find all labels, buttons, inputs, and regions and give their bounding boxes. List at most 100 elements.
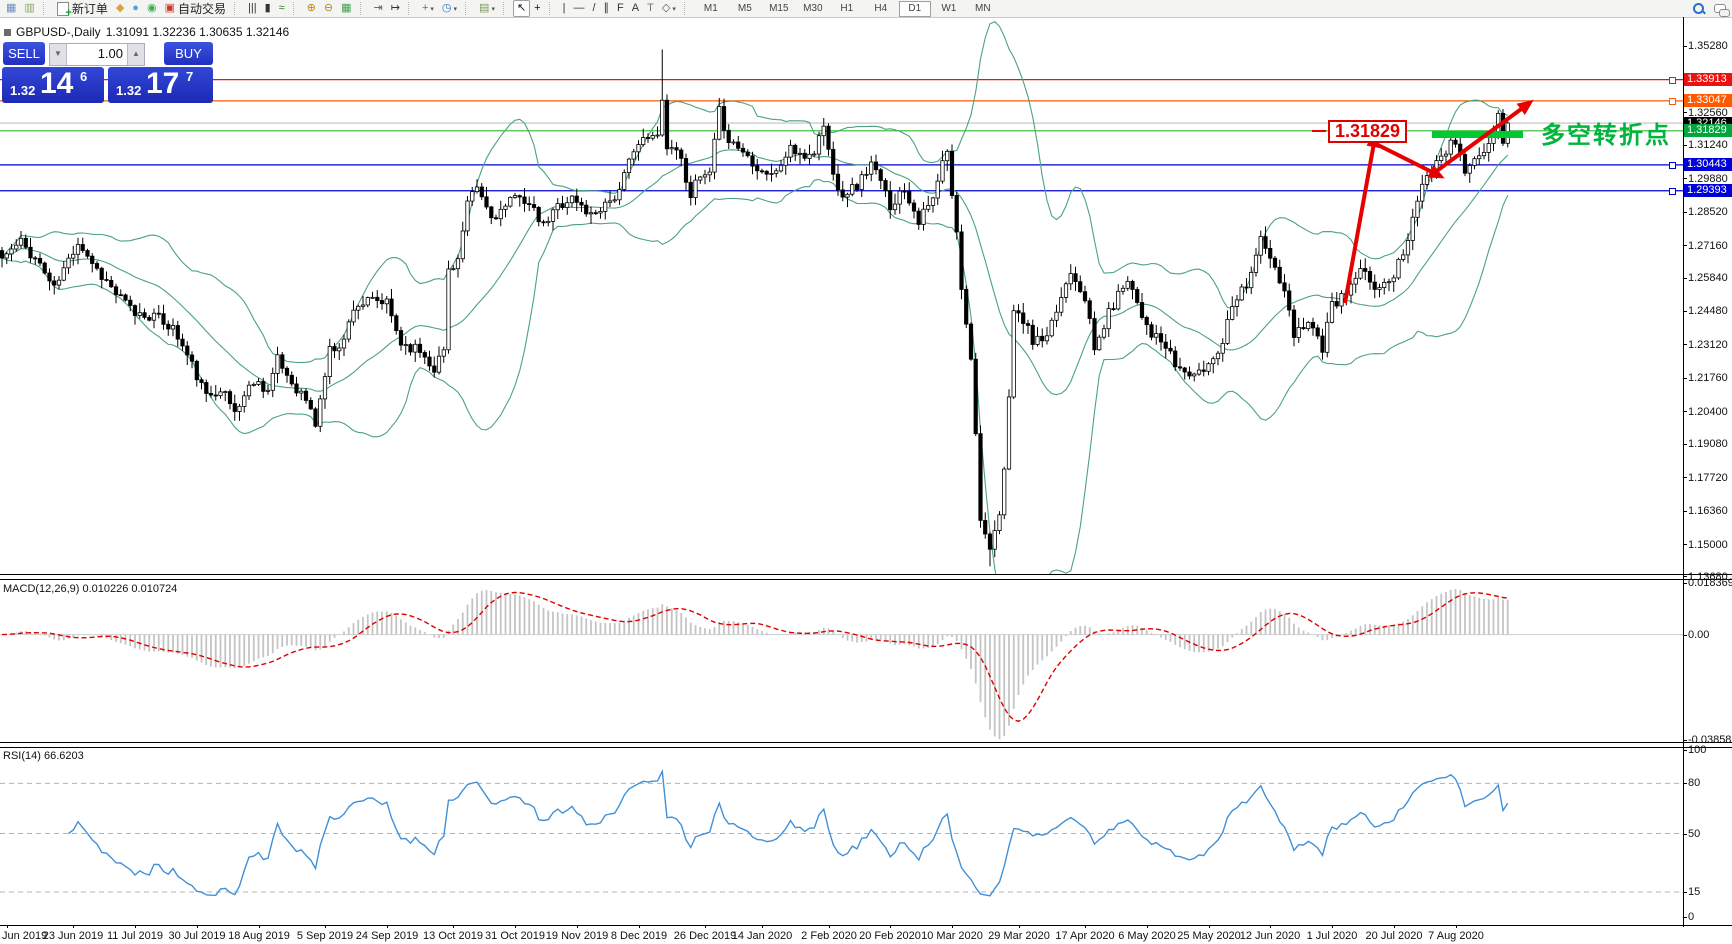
timeframe-M15[interactable]: M15 (769, 2, 789, 14)
volume-input[interactable]: 1.00 (66, 44, 128, 65)
date-axis-label[interactable]: 1 Jul 2020 (1306, 930, 1358, 942)
volume-spinner: ▼ 1.00 ▲ (49, 43, 145, 66)
toolbar-group: ||| ▮ ≈ (242, 0, 291, 17)
auto-trading-button[interactable]: ▣ 自动交易 (161, 0, 230, 17)
date-axis-label[interactable]: Jun 2019 (2, 930, 48, 942)
cursor-button[interactable]: ↖ (512, 0, 531, 17)
macd-panel[interactable] (0, 578, 1683, 743)
text-label-button[interactable]: T (643, 0, 658, 17)
date-axis-tick (1394, 925, 1395, 928)
toolbar-separator (465, 2, 471, 15)
date-axis-label[interactable]: 8 Dec 2019 (610, 930, 668, 942)
templates-button[interactable]: ▤ ▾ (475, 0, 499, 17)
macd-values: 0.010226 0.010724 (82, 583, 178, 595)
auto-scroll-icon[interactable]: ⇥ (370, 0, 387, 17)
date-axis-label[interactable]: 11 Jul 2019 (106, 930, 164, 942)
level-line-handle[interactable] (1669, 162, 1676, 169)
text-button[interactable]: A (628, 0, 643, 17)
date-axis-label[interactable]: 23 Jun 2019 (42, 930, 104, 942)
price-axis-tick (1683, 444, 1687, 445)
buy-button[interactable]: BUY (164, 42, 213, 65)
timeframe-M1[interactable]: M1 (703, 2, 718, 14)
macd-axis-label: 0.00 (1688, 629, 1710, 641)
search-icon[interactable] (1693, 3, 1704, 14)
timeframe-D1[interactable]: D1 (898, 0, 931, 17)
date-axis-label[interactable]: 20 Feb 2020 (859, 930, 921, 942)
buy-price-tile[interactable]: 1.32 17 7 (108, 67, 213, 103)
price-tag-annotation[interactable]: 1.31829 (1328, 120, 1407, 143)
date-axis-tick (577, 925, 578, 928)
date-axis-label[interactable]: 19 Nov 2019 (545, 930, 609, 942)
level-line-handle[interactable] (1669, 98, 1676, 105)
timeframe-M5[interactable]: M5 (737, 2, 752, 14)
mql-community-icon[interactable]: ● (128, 0, 143, 17)
bar-chart-icon[interactable]: ||| (244, 0, 261, 17)
zoom-out-icon[interactable]: ⊖ (320, 0, 337, 17)
timeframe-W1[interactable]: W1 (941, 2, 957, 14)
price-axis-label: 1.23120 (1688, 339, 1728, 351)
add-indicator-button[interactable]: + ▾ (418, 0, 438, 17)
trendline-button[interactable]: / (588, 0, 599, 17)
volume-increase-button[interactable]: ▲ (128, 44, 144, 65)
equidistant-channel-button[interactable]: ∥ (600, 0, 614, 17)
date-axis-label[interactable]: 10 Mar 2020 (921, 930, 983, 942)
timeframe-M30[interactable]: M30 (803, 2, 823, 14)
date-axis-label[interactable]: 20 Jul 2020 (1365, 930, 1423, 942)
level-line-handle[interactable] (1669, 77, 1676, 84)
line-chart-icon[interactable]: ≈ (275, 0, 289, 17)
date-axis-label[interactable]: 7 Aug 2020 (1428, 930, 1484, 942)
eraser-icon[interactable]: ◆ (112, 0, 128, 17)
shapes-button[interactable]: ◇ ▾ (658, 0, 680, 17)
sell-button[interactable]: SELL (3, 42, 45, 65)
toolbar-group: ▤ ▾ (473, 0, 501, 17)
toolbar-group: ⊕ ⊖ ▦ (301, 0, 358, 17)
timeframe-MN[interactable]: MN (975, 2, 991, 14)
level-line-handle[interactable] (1669, 188, 1676, 195)
signals-icon: ◉ (146, 2, 157, 14)
candlestick-chart-icon: ▮ (264, 2, 271, 14)
date-axis-label[interactable]: 14 Jan 2020 (731, 930, 793, 942)
buy-price-pips: 17 (146, 67, 180, 100)
date-axis-label[interactable]: 29 Mar 2020 (988, 930, 1050, 942)
price-axis-label: 1.21760 (1688, 372, 1728, 384)
panel-separator[interactable] (0, 574, 1732, 580)
main-price-chart[interactable] (0, 17, 1683, 575)
price-level-badge: 1.31829 (1684, 124, 1732, 137)
vertical-line-button[interactable]: | (559, 0, 570, 17)
tile-windows-icon[interactable]: ▦ (337, 0, 355, 17)
horizontal-line-button[interactable]: — (569, 0, 588, 17)
candlestick-chart-icon[interactable]: ▮ (261, 0, 275, 17)
new-order-button[interactable]: 新订单 (53, 0, 112, 19)
timeframe-H4[interactable]: H4 (874, 2, 888, 14)
profiles-icon[interactable]: ▥ (20, 0, 38, 17)
chart-shift-icon[interactable]: ↦ (387, 0, 404, 17)
turning-point-annotation[interactable]: 多空转折点 (1541, 122, 1671, 149)
rsi-panel[interactable] (0, 746, 1683, 925)
date-axis-label[interactable]: 25 May 2020 (1177, 930, 1241, 942)
fibonacci-button[interactable]: F (613, 0, 628, 17)
date-axis-label[interactable]: 5 Sep 2019 (296, 930, 354, 942)
chat-icon[interactable] (1714, 4, 1730, 17)
date-axis-label[interactable]: 24 Sep 2019 (355, 930, 419, 942)
date-axis-label[interactable]: 18 Aug 2019 (228, 930, 290, 942)
date-axis-label[interactable]: 30 Jul 2019 (168, 930, 226, 942)
sell-price-tile[interactable]: 1.32 14 6 (2, 67, 104, 103)
date-axis-label[interactable]: 6 May 2020 (1118, 930, 1176, 942)
signals-icon[interactable]: ◉ (143, 0, 161, 17)
rsi-axis-tick (1683, 892, 1687, 893)
price-axis-tick (1683, 576, 1687, 577)
period-button[interactable]: ◷ ▾ (438, 0, 461, 17)
date-axis-label[interactable]: 31 Oct 2019 (485, 930, 545, 942)
zoom-in-icon[interactable]: ⊕ (303, 0, 320, 17)
volume-decrease-button[interactable]: ▼ (50, 44, 66, 65)
crosshair-button[interactable]: + (530, 0, 544, 17)
date-axis-label[interactable]: 26 Dec 2019 (673, 930, 737, 942)
panel-separator[interactable] (0, 742, 1732, 748)
new-chart-icon[interactable]: ▦ (2, 0, 20, 17)
date-axis-label[interactable]: 17 Apr 2020 (1055, 930, 1115, 942)
date-axis-label[interactable]: 12 Jun 2020 (1239, 930, 1301, 942)
date-axis-label[interactable]: 2 Feb 2020 (801, 930, 857, 942)
timeframe-H1[interactable]: H1 (840, 2, 854, 14)
date-axis-label[interactable]: 13 Oct 2019 (423, 930, 483, 942)
crosshair-button: + (534, 2, 541, 14)
